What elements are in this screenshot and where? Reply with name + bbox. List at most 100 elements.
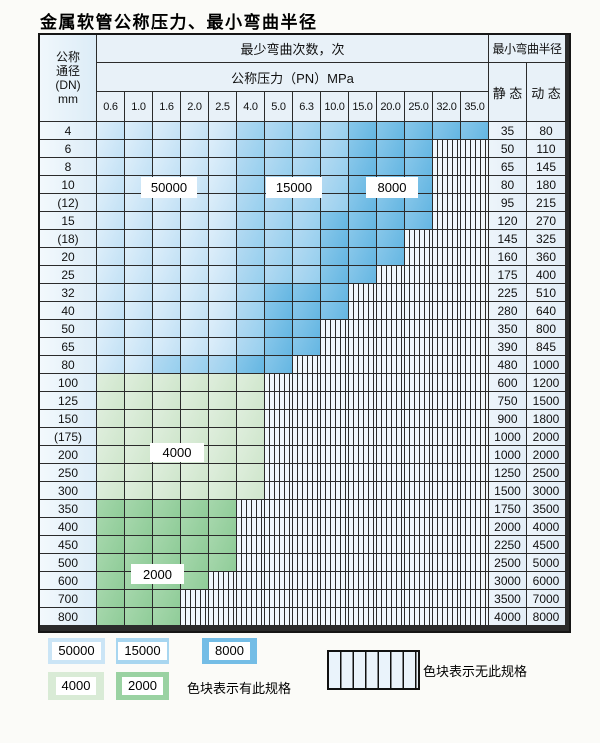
- spec-cell-none: [265, 428, 292, 445]
- page-title: 金属软管公称压力、最小弯曲半径: [40, 13, 318, 33]
- pressure-tick-1.0: 1.0: [125, 92, 152, 121]
- spec-cell-none: [265, 482, 292, 499]
- spec-cell-2000: [209, 536, 236, 553]
- spec-cell-15000: [293, 122, 320, 139]
- static-radius-cell: 1000: [489, 446, 526, 463]
- spec-cell-none: [377, 302, 404, 319]
- static-radius-cell: 175: [489, 266, 526, 283]
- corner-line-2: 通径: [55, 64, 80, 78]
- dynamic-radius-cell: 1200: [527, 374, 565, 391]
- dn-cell: 6: [40, 140, 96, 157]
- spec-cell-none: [237, 590, 264, 607]
- spec-cell-8000: [405, 122, 432, 139]
- spec-cell-15000: [265, 140, 292, 157]
- spec-cell-4000: [181, 392, 208, 409]
- spec-cell-none: [265, 410, 292, 427]
- spec-cell-none: [405, 554, 432, 571]
- legend-swatch-15000: 15000: [116, 638, 169, 664]
- static-radius-cell: 2000: [489, 518, 526, 535]
- spec-cell-none: [349, 536, 376, 553]
- spec-cell-none: [293, 482, 320, 499]
- spec-cell-2000: [209, 554, 236, 571]
- spec-cell-none: [349, 572, 376, 589]
- spec-cell-none: [349, 428, 376, 445]
- spec-cell-none: [349, 356, 376, 373]
- dynamic-radius-cell: 270: [527, 212, 565, 229]
- spec-cell-none: [433, 392, 460, 409]
- spec-cell-none: [433, 248, 460, 265]
- nominal-pressure-header: 公称压力（PN）MPa: [97, 63, 488, 91]
- spec-cell-4000: [153, 428, 180, 445]
- spec-cell-2000: [209, 500, 236, 517]
- spec-cell-none: [377, 536, 404, 553]
- spec-cell-15000: [237, 230, 264, 247]
- spec-cell-50000: [209, 194, 236, 211]
- spec-cell-15000: [293, 266, 320, 283]
- dynamic-radius-cell: 4500: [527, 536, 565, 553]
- spec-cell-15000: [321, 140, 348, 157]
- spec-cell-8000: [405, 140, 432, 157]
- spec-cell-4000: [97, 428, 124, 445]
- dn-cell: 100: [40, 374, 96, 391]
- corner-line-1: 公称: [55, 50, 80, 64]
- spec-cell-8000: [293, 320, 320, 337]
- dn-cell: 15: [40, 212, 96, 229]
- spec-cell-none: [433, 428, 460, 445]
- static-radius-cell: 50: [489, 140, 526, 157]
- spec-cell-50000: [125, 122, 152, 139]
- legend-value-50000: 50000: [52, 642, 101, 660]
- spec-cell-15000: [321, 158, 348, 175]
- dn-cell: 4: [40, 122, 96, 139]
- spec-cell-50000: [209, 158, 236, 175]
- spec-cell-4000: [125, 410, 152, 427]
- spec-cell-50000: [97, 284, 124, 301]
- dynamic-column-header: 动 态: [527, 63, 565, 121]
- dynamic-radius-cell: 1500: [527, 392, 565, 409]
- pressure-tick-35.0: 35.0: [461, 92, 488, 121]
- spec-cell-50000: [153, 338, 180, 355]
- spec-cell-none: [461, 608, 488, 625]
- dn-cell: 10: [40, 176, 96, 193]
- spec-cell-8000: [349, 248, 376, 265]
- static-radius-cell: 1000: [489, 428, 526, 445]
- dynamic-radius-cell: 8000: [527, 608, 565, 625]
- spec-cell-none: [209, 590, 236, 607]
- spec-cell-none: [377, 500, 404, 517]
- spec-cell-none: [461, 590, 488, 607]
- spec-cell-8000: [377, 230, 404, 247]
- dynamic-radius-cell: 2000: [527, 428, 565, 445]
- spec-cell-none: [377, 284, 404, 301]
- corner-line-4: mm: [58, 92, 78, 106]
- spec-cell-none: [405, 284, 432, 301]
- spec-cell-none: [209, 608, 236, 625]
- static-radius-cell: 1500: [489, 482, 526, 499]
- static-radius-cell: 4000: [489, 608, 526, 625]
- spec-cell-8000: [265, 302, 292, 319]
- spec-cell-50000: [125, 212, 152, 229]
- spec-cell-2000: [181, 518, 208, 535]
- spec-cell-4000: [181, 410, 208, 427]
- dn-cell: 250: [40, 464, 96, 481]
- spec-cell-15000: [237, 140, 264, 157]
- spec-cell-50000: [153, 302, 180, 319]
- spec-cell-2000: [125, 590, 152, 607]
- spec-cell-15000: [265, 230, 292, 247]
- spec-cell-none: [321, 374, 348, 391]
- spec-cell-50000: [209, 320, 236, 337]
- spec-cell-4000: [209, 464, 236, 481]
- spec-cell-none: [349, 284, 376, 301]
- spec-cell-none: [293, 410, 320, 427]
- spec-cell-4000: [209, 428, 236, 445]
- spec-cell-none: [349, 410, 376, 427]
- spec-cell-15000: [237, 320, 264, 337]
- dn-cell: (18): [40, 230, 96, 247]
- spec-cell-2000: [125, 518, 152, 535]
- spec-cell-2000: [181, 554, 208, 571]
- spec-cell-none: [293, 518, 320, 535]
- spec-cell-none: [265, 500, 292, 517]
- static-radius-cell: 280: [489, 302, 526, 319]
- pressure-tick-20.0: 20.0: [377, 92, 404, 121]
- spec-cell-4000: [125, 392, 152, 409]
- pressure-tick-32.0: 32.0: [433, 92, 460, 121]
- dn-cell: 50: [40, 320, 96, 337]
